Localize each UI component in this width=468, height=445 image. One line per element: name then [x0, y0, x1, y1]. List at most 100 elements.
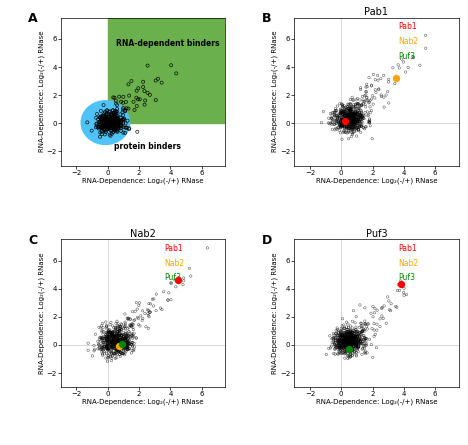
Point — [121, 129, 129, 137]
Point — [361, 101, 369, 108]
Point — [355, 114, 363, 121]
Point — [344, 330, 351, 337]
Point — [365, 118, 372, 125]
Point — [351, 125, 358, 132]
Point — [122, 332, 129, 340]
Point — [114, 333, 122, 340]
Point — [113, 334, 120, 341]
Point — [339, 116, 346, 123]
Point — [335, 344, 343, 352]
Point — [402, 69, 410, 76]
Point — [333, 112, 341, 119]
Point — [355, 339, 362, 346]
Point — [109, 124, 117, 131]
Point — [337, 117, 344, 125]
Point — [339, 338, 347, 345]
Point — [108, 127, 115, 134]
Point — [116, 336, 123, 344]
Point — [355, 123, 363, 130]
Point — [348, 334, 356, 341]
Point — [348, 113, 356, 121]
Point — [335, 116, 342, 123]
Point — [339, 116, 346, 123]
Point — [332, 335, 339, 342]
Point — [346, 113, 354, 121]
Point — [114, 344, 121, 352]
Point — [346, 328, 354, 335]
Point — [117, 118, 124, 125]
Point — [330, 350, 337, 357]
Point — [343, 115, 351, 122]
Point — [98, 119, 105, 126]
Point — [111, 345, 118, 352]
Point — [355, 336, 363, 343]
Point — [348, 116, 356, 123]
Point — [108, 344, 115, 352]
Point — [347, 123, 354, 130]
Point — [344, 117, 351, 124]
Point — [104, 337, 112, 344]
Point — [349, 126, 356, 133]
Point — [349, 336, 356, 343]
Point — [345, 332, 352, 340]
Point — [116, 341, 124, 348]
Point — [120, 333, 127, 340]
Point — [355, 115, 363, 122]
Point — [352, 115, 360, 122]
Point — [353, 341, 361, 348]
Point — [334, 345, 342, 352]
Point — [98, 113, 105, 121]
Point — [356, 97, 364, 104]
X-axis label: RNA-Dependence: Log₂(-/+) RNase: RNA-Dependence: Log₂(-/+) RNase — [316, 399, 437, 405]
Point — [117, 332, 125, 340]
Point — [345, 129, 352, 136]
Point — [130, 317, 138, 324]
Point — [346, 119, 353, 126]
Point — [344, 329, 351, 336]
Point — [124, 342, 132, 349]
Point — [118, 326, 125, 333]
Point — [350, 116, 357, 123]
Point — [344, 120, 352, 127]
Point — [343, 117, 351, 124]
Point — [338, 322, 346, 329]
Point — [104, 125, 111, 132]
Point — [350, 334, 357, 341]
Point — [349, 344, 357, 351]
Point — [115, 344, 122, 351]
Point — [332, 117, 339, 124]
Point — [103, 330, 111, 337]
Point — [341, 340, 349, 348]
Point — [124, 315, 132, 322]
Point — [341, 333, 348, 340]
Point — [346, 330, 354, 337]
Point — [348, 335, 355, 342]
Point — [346, 347, 353, 354]
Point — [108, 329, 115, 336]
Point — [344, 113, 351, 121]
Point — [344, 335, 352, 342]
Point — [98, 128, 105, 135]
Point — [117, 341, 124, 348]
Point — [132, 94, 140, 101]
Point — [109, 335, 117, 342]
Point — [111, 341, 118, 348]
Point — [110, 334, 118, 341]
Point — [102, 117, 109, 124]
Point — [347, 120, 355, 127]
Point — [330, 332, 338, 339]
Point — [99, 112, 107, 119]
Point — [122, 325, 129, 332]
Point — [336, 336, 344, 343]
Point — [117, 331, 124, 338]
Point — [343, 337, 351, 344]
Point — [104, 119, 112, 126]
Point — [102, 336, 110, 344]
Point — [343, 334, 351, 341]
Point — [342, 342, 349, 349]
Point — [338, 338, 346, 345]
Point — [341, 105, 349, 112]
Point — [344, 338, 352, 345]
Point — [372, 76, 379, 83]
Point — [333, 331, 340, 338]
